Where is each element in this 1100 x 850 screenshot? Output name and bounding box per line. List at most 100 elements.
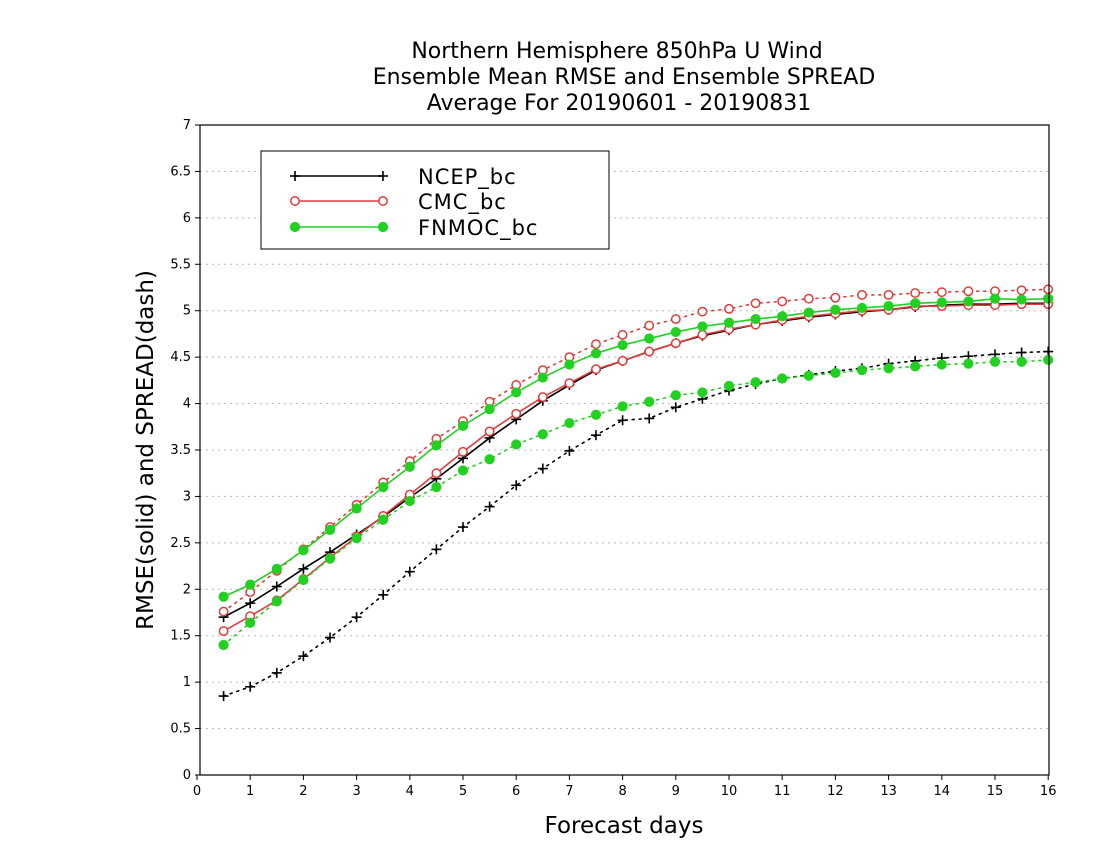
fnmoc-bc-rmse-point: [590, 348, 602, 359]
y-tick-label: 3: [183, 489, 191, 504]
ncep-bc-spread-point: [670, 402, 681, 413]
fnmoc-bc-spread-point: [218, 639, 229, 651]
fnmoc-bc-rmse-point: [989, 293, 1001, 304]
cmc-bc-rmse-point: [484, 426, 495, 437]
ncep-bc-rmse-point: [298, 563, 309, 574]
ncep-bc-spread-point: [404, 566, 415, 577]
y-tick-label: 4.5: [170, 350, 191, 365]
ncep-bc-spread-point: [484, 501, 495, 512]
y-tick-label: 5: [183, 304, 191, 319]
ncep-bc-rmse-point: [245, 598, 256, 609]
cmc-bc-rmse-point: [537, 392, 548, 403]
title-line-1: Northern Hemisphere 850hPa U Wind: [411, 39, 822, 64]
fnmoc-bc-spread-point: [777, 373, 788, 384]
legend-marker-fnmoc-bc: [377, 221, 389, 233]
x-axis-label: Forecast days: [545, 813, 704, 839]
ncep-bc-spread-point: [644, 413, 655, 424]
title-line-2: Ensemble Mean RMSE and Ensemble SPREAD: [373, 65, 876, 90]
fnmoc-bc-rmse-point: [1016, 294, 1027, 305]
ncep-bc-spread-point: [537, 463, 548, 474]
cmc-bc-spread-point: [1016, 285, 1027, 296]
cmc-bc-rmse-point: [617, 355, 628, 366]
ncep-bc-spread-point: [378, 589, 389, 600]
ncep-bc-spread-point: [271, 667, 282, 678]
x-tick-label: 13: [880, 784, 897, 799]
cmc-bc-rmse-point: [644, 346, 655, 357]
cmc-bc-spread-line: [222, 288, 1049, 613]
x-tick-label: 2: [299, 784, 307, 799]
cmc-bc-rmse-point: [431, 468, 442, 479]
fnmoc-bc-rmse-point: [564, 359, 575, 370]
series-lines: [218, 284, 1054, 702]
y-tick-label: 0: [183, 768, 191, 783]
y-tick-label: 2.5: [170, 536, 191, 551]
y-tick-label: 5.5: [170, 257, 191, 272]
fnmoc-bc-spread-line: [222, 359, 1049, 646]
ncep-bc-spread-point: [218, 691, 229, 702]
x-tick-label: 8: [618, 784, 626, 799]
legend-marker-ncep-bc: [290, 171, 300, 181]
cmc-bc-spread-point: [218, 606, 229, 617]
fnmoc-bc-spread-point: [963, 358, 974, 369]
cmc-bc-spread-point: [644, 320, 655, 331]
y-axis-label: RMSE(solid) and SPREAD(dash): [133, 270, 159, 630]
fnmoc-bc-rmse-point: [484, 404, 495, 415]
fnmoc-bc-spread-point: [484, 454, 495, 465]
y-tick-label: 3.5: [170, 443, 191, 458]
cmc-bc-rmse-point: [564, 378, 575, 389]
fnmoc-bc-rmse-point: [723, 317, 735, 328]
cmc-bc-rmse-point: [511, 408, 522, 419]
ncep-bc-spread-point: [1016, 347, 1027, 358]
fnmoc-bc-spread-point: [1043, 354, 1054, 366]
x-tick-label: 9: [672, 784, 680, 799]
cmc-bc-spread-point: [617, 329, 628, 340]
fnmoc-bc-spread-point: [511, 439, 522, 450]
x-tick-label: 11: [774, 784, 791, 799]
fnmoc-bc-spread-point: [723, 380, 735, 392]
cmc-bc-spread-point: [670, 314, 681, 325]
fnmoc-bc-rmse-point: [963, 296, 974, 307]
fnmoc-bc-rmse-point: [511, 387, 522, 398]
y-tick-label: 4: [183, 397, 191, 412]
ncep-bc-spread-point: [245, 681, 256, 692]
fnmoc-bc-rmse-point: [856, 302, 868, 314]
y-tick-label: 6.5: [170, 164, 191, 179]
ncep-bc-spread-point: [325, 632, 335, 643]
fnmoc-bc-spread-point: [670, 390, 681, 401]
legend-label-ncep-bc: NCEP_bc: [418, 165, 517, 190]
cmc-bc-spread-point: [697, 306, 708, 317]
legend-box: [260, 150, 610, 250]
fnmoc-bc-spread-point: [245, 617, 256, 628]
x-tick-label: 0: [193, 784, 201, 799]
y-tick-label: 0.5: [170, 722, 191, 737]
fnmoc-bc-rmse-point: [245, 579, 256, 590]
x-tick-label: 12: [827, 784, 844, 799]
fnmoc-bc-rmse-point: [298, 545, 309, 556]
cmc-bc-spread-point: [750, 298, 761, 309]
cmc-bc-rmse-point: [697, 329, 708, 340]
ncep-bc-rmse-line: [223, 302, 1049, 618]
fnmoc-bc-rmse-point: [910, 298, 921, 309]
fnmoc-bc-rmse-point: [697, 321, 708, 332]
cmc-bc-rmse-point: [670, 338, 681, 349]
legend-label-cmc-bc: CMC_bc: [418, 190, 507, 215]
fnmoc-bc-spread-point: [564, 417, 575, 429]
fnmoc-bc-spread-point: [803, 370, 814, 381]
fnmoc-bc-rmse-point: [750, 313, 761, 325]
cmc-bc-rmse-point: [458, 446, 468, 457]
fnmoc-bc-rmse-point: [404, 461, 415, 472]
legend-marker-cmc-bc: [378, 196, 388, 206]
fnmoc-bc-spread-point: [378, 514, 389, 525]
fnmoc-bc-spread-point: [404, 495, 415, 507]
cmc-bc-rmse-point: [591, 364, 601, 375]
fnmoc-bc-spread-point: [271, 596, 282, 607]
fnmoc-bc-rmse-point: [457, 420, 469, 431]
fnmoc-bc-rmse-point: [378, 482, 389, 493]
x-tick-label: 3: [352, 784, 360, 799]
fnmoc-bc-spread-point: [431, 482, 442, 493]
ncep-bc-spread-point: [431, 544, 442, 555]
x-tick-label: 7: [565, 784, 573, 799]
fnmoc-bc-spread-point: [883, 363, 894, 374]
axis-ticks: 00.511.522.533.544.555.566.570 1 2 3 4 5 6 7 8 9 1…: [170, 118, 1056, 799]
